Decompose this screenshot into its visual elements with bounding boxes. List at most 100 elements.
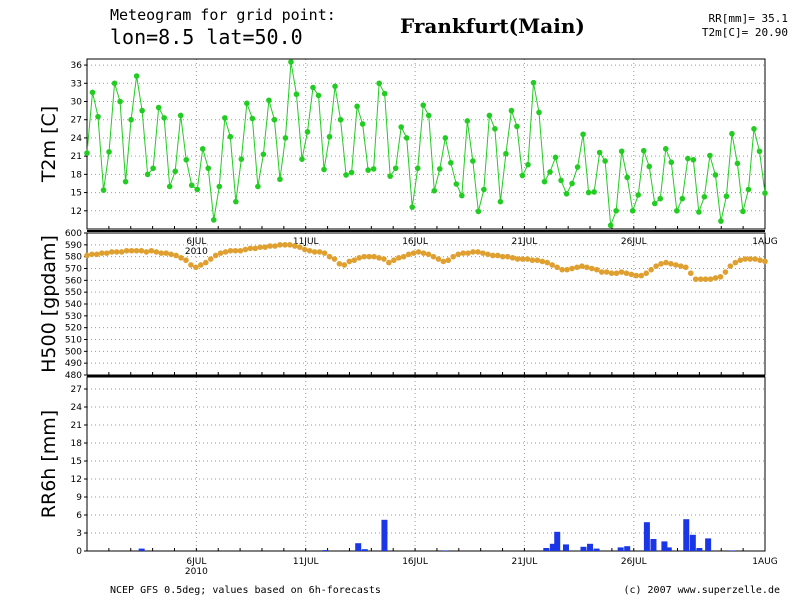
t2m-point: [249, 115, 256, 122]
t2m-point: [662, 146, 669, 152]
h500-point: [148, 247, 155, 254]
x-tick-label: 1AUG: [752, 237, 777, 247]
t2m-point: [475, 208, 482, 215]
y-tick-label: 18: [71, 439, 83, 449]
h500-point: [351, 257, 358, 264]
h500-point: [504, 253, 511, 260]
h500-point: [673, 262, 679, 268]
y-tick-label: 9: [76, 493, 82, 503]
t2m-point: [205, 165, 212, 172]
h500-point: [658, 260, 664, 267]
t2m-point: [409, 204, 416, 210]
x-tick-label: 16JUL: [402, 237, 428, 247]
t2m-point: [122, 178, 129, 185]
h500-point: [158, 250, 165, 256]
h500-point: [301, 246, 308, 253]
t2m-point: [536, 109, 542, 116]
h500-point: [222, 249, 229, 255]
h500-point: [485, 251, 491, 258]
y-tick-label: 550: [65, 288, 82, 298]
h500-point: [207, 256, 214, 262]
t2m-point: [607, 222, 614, 229]
rr6h-bar: [705, 538, 712, 551]
h500-point: [153, 249, 160, 255]
h500-point: [648, 266, 654, 273]
meteogram-subtitle: Meteogram for grid point:: [110, 6, 336, 24]
h500-point: [663, 259, 669, 266]
t2m-point: [100, 187, 107, 193]
y-tick-label: 520: [65, 324, 82, 334]
h500-point: [440, 258, 447, 265]
h500-point: [227, 247, 234, 254]
t2m-point: [552, 154, 559, 161]
t2m-point: [233, 198, 239, 205]
y-tick-label: 24: [71, 134, 83, 144]
h500-point: [554, 264, 560, 271]
h500-point: [618, 269, 625, 275]
h500-point: [188, 262, 194, 268]
rr6h-bar: [661, 541, 668, 551]
t2m-point: [685, 155, 691, 162]
h500-point: [628, 271, 635, 278]
h500-point: [237, 247, 244, 254]
h500-point: [588, 265, 595, 272]
y-tick-label: 510: [65, 336, 82, 346]
t2m-point: [453, 181, 460, 187]
y-tick-label: 590: [65, 241, 82, 251]
t2m-point: [624, 174, 630, 181]
x-tick-label: 1AUG: [752, 557, 777, 567]
rr6h-bar: [381, 519, 388, 551]
h500-point: [84, 252, 90, 259]
t2m-point: [310, 84, 316, 91]
rr6h-bar: [617, 547, 624, 551]
y-tick-label: 30: [71, 98, 83, 108]
t2m-point: [431, 187, 438, 194]
t2m-point: [580, 131, 586, 138]
t2m-point: [403, 135, 410, 141]
t2m-point: [348, 169, 355, 176]
h500-point: [242, 246, 249, 253]
h500-point: [311, 249, 318, 255]
h500-point: [499, 253, 506, 260]
h500-point: [603, 269, 610, 275]
h500-point: [450, 253, 457, 260]
y-tick-label: 600: [65, 229, 82, 239]
t2m-point: [222, 115, 228, 121]
t2m-point: [188, 182, 195, 189]
h500-point: [292, 243, 298, 249]
location-title: Frankfurt(Main): [400, 14, 585, 38]
h500-point: [94, 251, 100, 258]
rr6h-bar: [696, 548, 703, 551]
t2m-point: [139, 107, 145, 114]
h500-point: [232, 247, 239, 254]
h500-point: [306, 247, 313, 254]
h500-point: [287, 242, 293, 248]
h500-point: [707, 276, 714, 282]
t2m-point: [161, 115, 167, 121]
h500-point: [470, 249, 476, 255]
h500-point: [598, 269, 605, 275]
h500-point: [257, 244, 264, 250]
t2m-point: [657, 195, 664, 202]
t2m-point: [111, 80, 118, 87]
h500-point: [168, 251, 174, 258]
h500-point: [133, 247, 140, 254]
t2m-point: [128, 116, 134, 123]
t2m-point: [365, 167, 371, 173]
y-tick-label: 490: [65, 359, 82, 369]
t2m-point: [95, 113, 101, 120]
h500-point: [519, 256, 526, 262]
h500-point: [752, 256, 758, 262]
h500-point: [217, 250, 224, 256]
h500-point: [608, 270, 615, 277]
h500-point: [584, 264, 590, 271]
t2m-point: [668, 159, 675, 166]
t2m-point: [442, 135, 449, 141]
t2m-point: [646, 163, 653, 170]
h500-point: [687, 270, 694, 277]
t2m-point: [106, 149, 112, 155]
t2m-point: [117, 98, 123, 105]
t2m-point: [387, 173, 393, 179]
h500-point: [717, 273, 724, 280]
y-tick-label: 27: [71, 116, 82, 126]
